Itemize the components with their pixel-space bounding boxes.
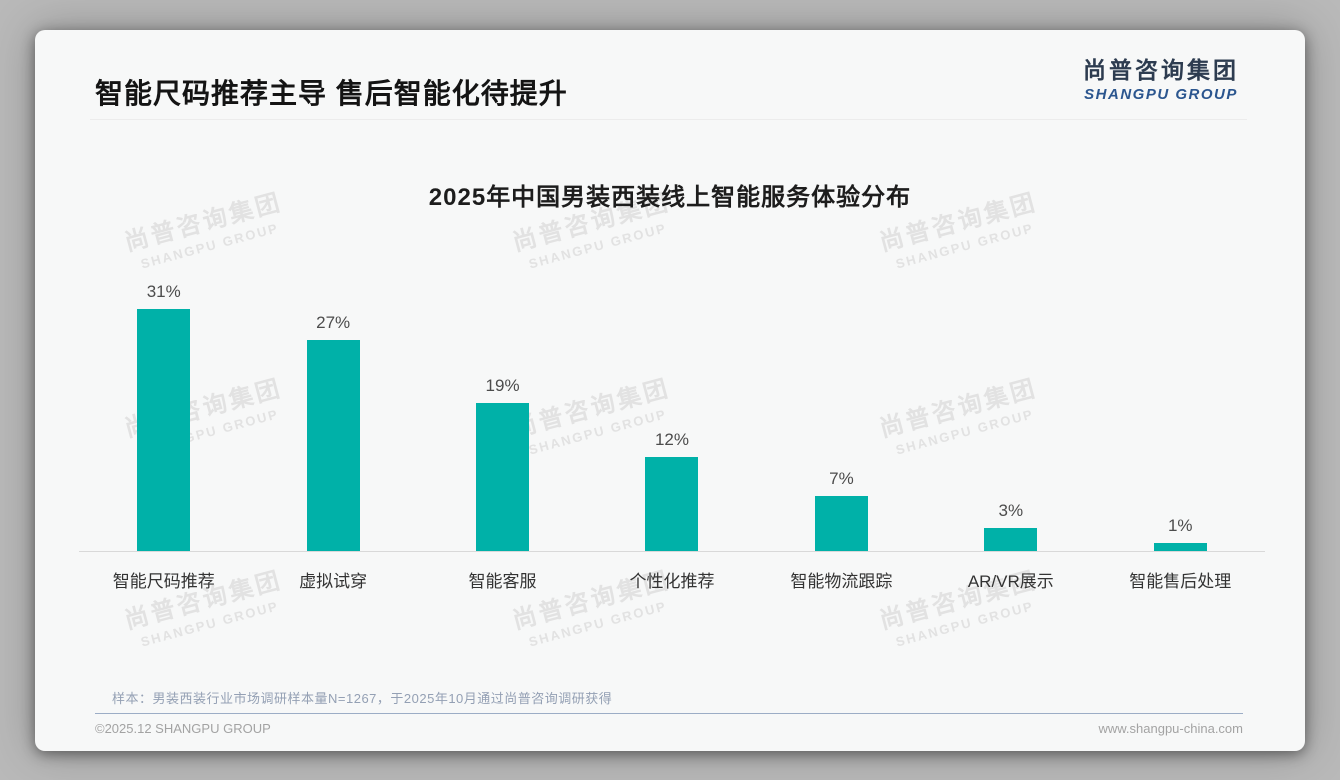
watermark-english: SHANGPU GROUP: [527, 598, 669, 650]
bar-column: 27%: [248, 265, 417, 551]
bar: [137, 309, 191, 551]
bar-value-label: 3%: [998, 500, 1024, 520]
bar: [814, 496, 868, 551]
watermark-english: SHANGPU GROUP: [139, 598, 281, 650]
header-divider: [90, 119, 1247, 120]
watermark-english: SHANGPU GROUP: [894, 598, 1036, 650]
bar-value-label: 1%: [1167, 516, 1193, 536]
bar-column: 7%: [757, 265, 926, 551]
footer-divider: [95, 713, 1243, 714]
bar-value-label: 19%: [485, 375, 520, 395]
chart-plot-area: 31% 27% 19% 12% 7% 3% 1%: [79, 265, 1265, 551]
bar-value-label: 27%: [316, 313, 351, 333]
category-label: 智能物流跟踪: [790, 572, 893, 591]
bar-column: 31%: [79, 265, 248, 551]
sample-note: 样本：男装西装行业市场调研样本量N=1267，于2025年10月通过尚普咨询调研…: [112, 691, 613, 706]
bar-column: 19%: [418, 265, 587, 551]
bar: [306, 340, 360, 551]
bar-column: 12%: [587, 265, 756, 551]
bar: [476, 402, 530, 551]
bar: [984, 527, 1038, 551]
bar: [1153, 543, 1207, 551]
category-label: 智能客服: [468, 572, 537, 591]
page-title: 智能尺码推荐主导 售后智能化待提升: [95, 78, 568, 109]
slide-card: 尚普咨询集团 SHANGPU GROUP 尚普咨询集团 SHANGPU GROUP 尚普…: [35, 30, 1305, 751]
bar-value-label: 31%: [146, 282, 181, 302]
bar-column: 3%: [926, 265, 1095, 551]
brand-logo-english: SHANGPU GROUP: [1084, 86, 1238, 103]
footer: ©2025.12 SHANGPU GROUP www.shangpu-china…: [95, 721, 1243, 736]
category-axis-labels: 智能尺码推荐 虚拟试穿 智能客服 个性化推荐 智能物流跟踪 AR/VR展示 智能售后处理: [79, 567, 1265, 592]
copyright-text: ©2025.12 SHANGPU GROUP: [95, 721, 271, 736]
x-axis-line: [79, 551, 1265, 552]
bar-value-label: 12%: [654, 430, 689, 450]
category-label: 智能尺码推荐: [112, 572, 215, 591]
brand-logo-chinese: 尚普咨询集团: [1083, 57, 1239, 83]
category-label: 个性化推荐: [629, 572, 715, 591]
category-label: 虚拟试穿: [299, 572, 368, 591]
category-label: 智能售后处理: [1129, 572, 1232, 591]
chart-title: 2025年中国男装西装线上智能服务体验分布: [428, 184, 912, 211]
brand-logo: 尚普咨询集团 SHANGPU GROUP: [1083, 51, 1239, 103]
category-label: AR/VR展示: [967, 572, 1054, 591]
bar-column: 1%: [1096, 265, 1265, 551]
bar: [645, 457, 699, 551]
bar-value-label: 7%: [829, 469, 854, 489]
website-url: www.shangpu-china.com: [1098, 721, 1243, 736]
